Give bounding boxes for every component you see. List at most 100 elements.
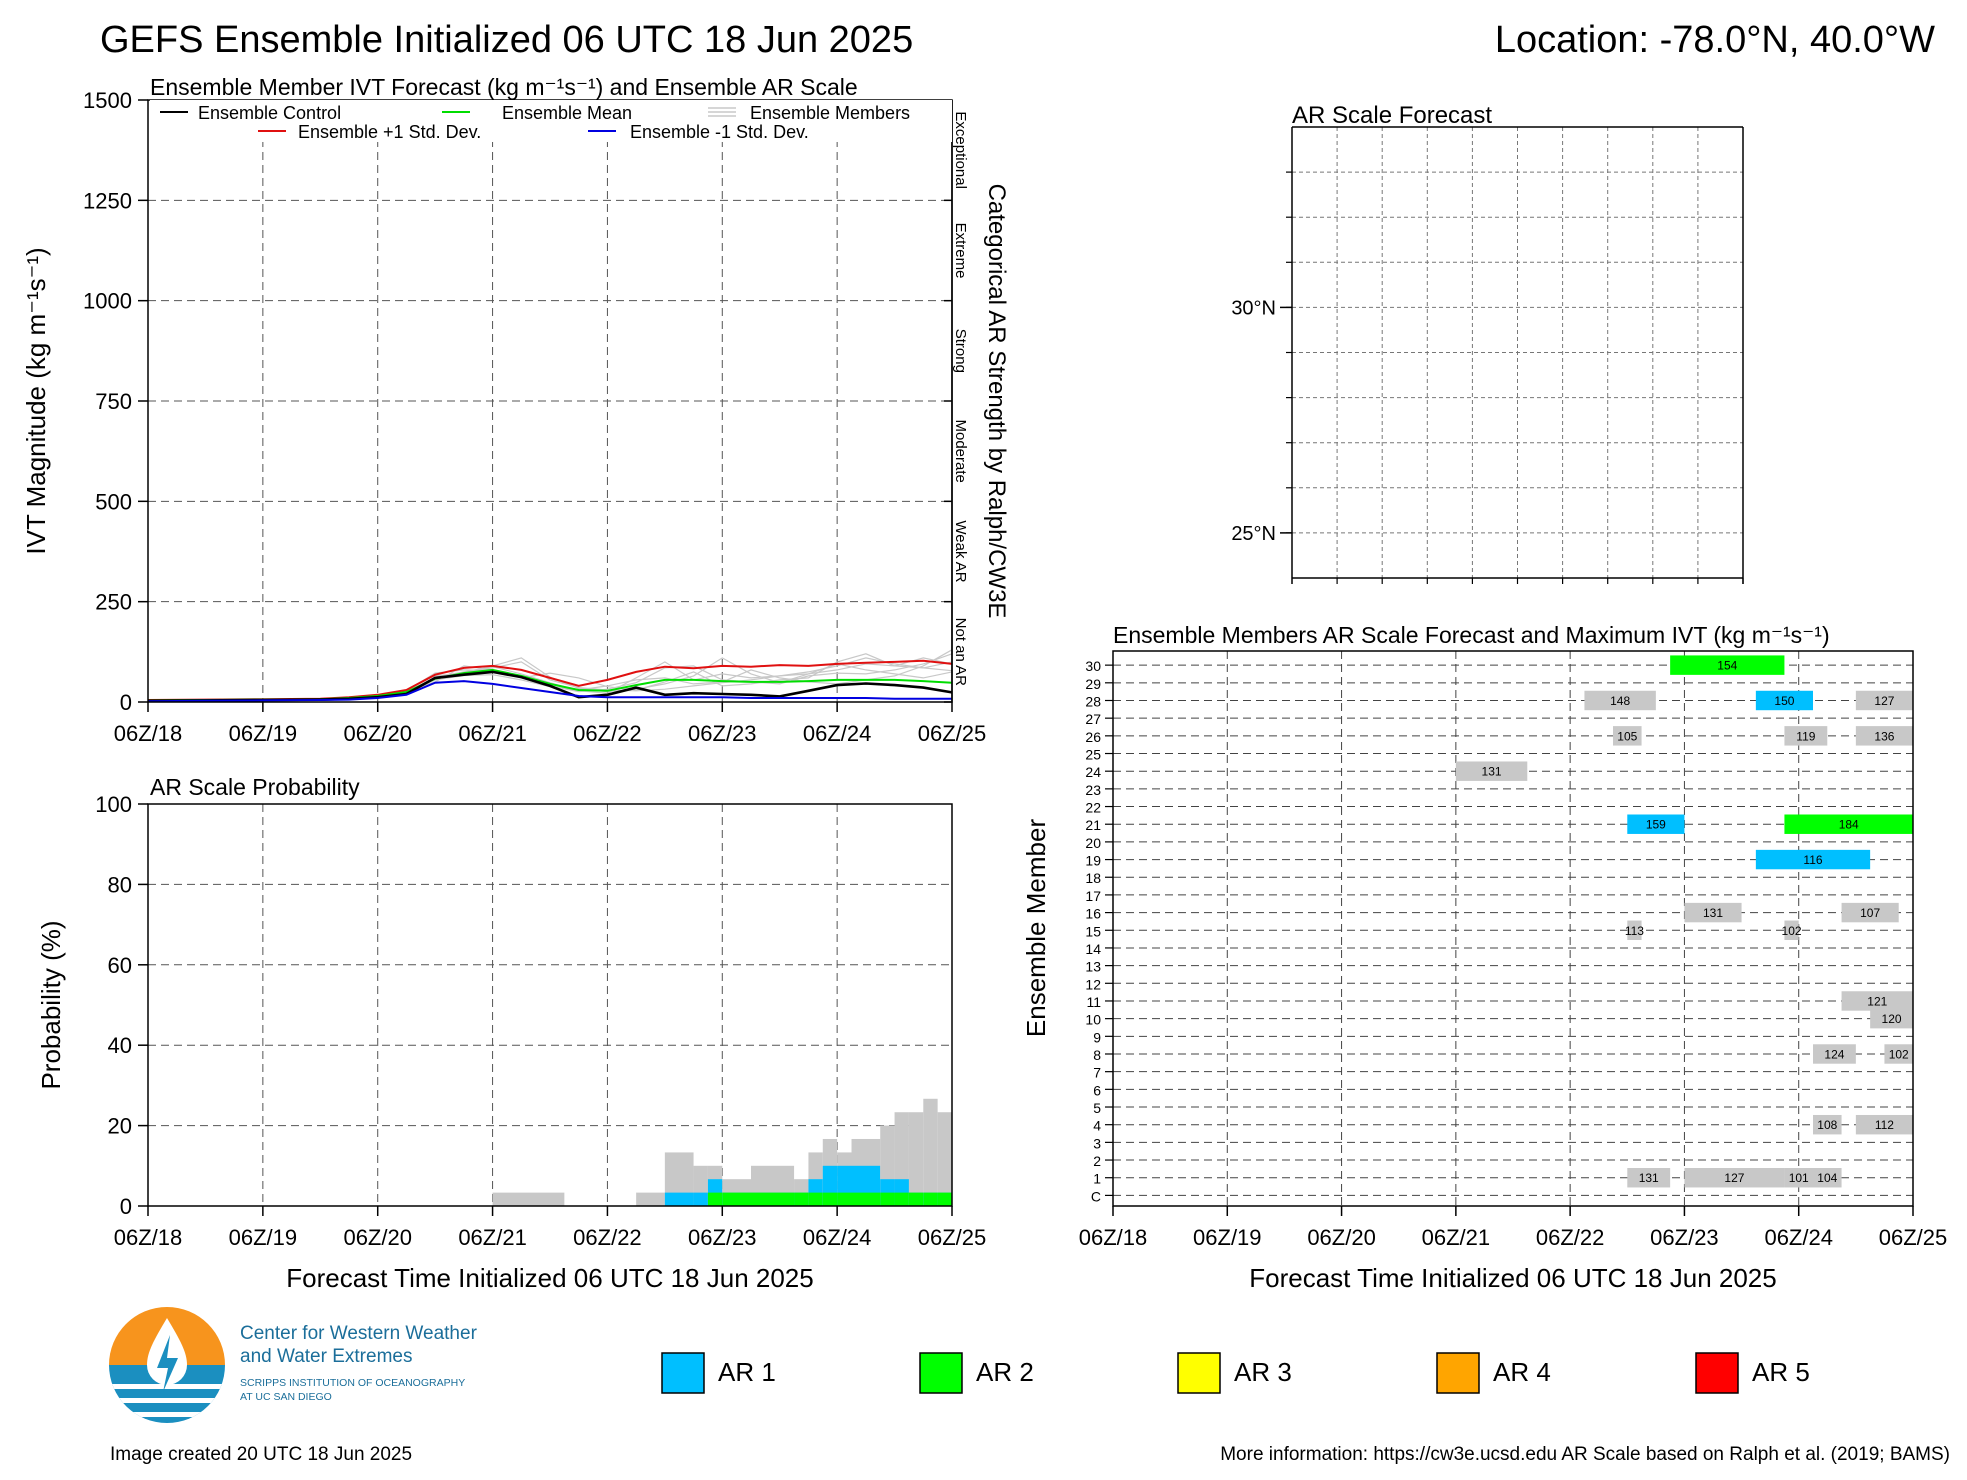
members-y-tick-label: 21 [1085, 817, 1101, 833]
members-segment [1755, 849, 1871, 870]
members-y-tick-label: 14 [1085, 941, 1101, 957]
ivt-y-tick-label: 750 [95, 389, 132, 414]
members-segment [1813, 1044, 1856, 1064]
ivt-summary-lines [147, 659, 953, 703]
ar-legend-swatch [661, 1352, 705, 1394]
map-panel: 30°N 25°N AR Scale Forecast [1231, 102, 1744, 584]
members-segment [1784, 814, 1913, 834]
members-segment [1855, 726, 1913, 746]
members-y-tick-label: 28 [1085, 693, 1101, 709]
ivt-y-tick-label: 1500 [83, 88, 132, 113]
ivt-x-tick-label: 06Z/24 [803, 721, 872, 746]
legend-minus-label: Ensemble -1 Std. Dev. [630, 122, 809, 142]
members-y-tick-label: 8 [1093, 1047, 1101, 1063]
logo-bolt-icon [157, 1335, 178, 1392]
members-segment [1684, 1167, 1785, 1188]
ar-legend-label: AR 1 [718, 1357, 776, 1387]
members-segment-label: 107 [1860, 906, 1880, 920]
members-x-tick-label: 06Z/23 [1650, 1225, 1719, 1250]
ivt-x-tick-label: 06Z/21 [458, 721, 527, 746]
members-segment [1870, 1008, 1913, 1029]
prob-ar1-bar [664, 1192, 694, 1206]
logo-wave-2 [109, 1398, 225, 1403]
ivt-member-lines [147, 649, 953, 702]
members-y-tick-label: C [1091, 1188, 1101, 1204]
members-segment [1684, 902, 1742, 923]
ivt-category-labels: Not an AR Weak AR Moderate Strong Extreme Exc… [944, 100, 969, 703]
ivt-x-tick-label: 06Z/18 [114, 721, 183, 746]
map-y-ticks: 30°N 25°N [1231, 297, 1292, 545]
prob-x-tick-label: 06Z/21 [458, 1225, 527, 1250]
prob-title: AR Scale Probability [150, 774, 360, 800]
prob-grid [148, 804, 952, 1206]
prob-ar2-bar [808, 1192, 823, 1206]
figure-title: GEFS Ensemble Initialized 06 UTC 18 Jun … [100, 19, 913, 61]
ar-legend-swatch [1436, 1352, 1480, 1394]
members-segment [1784, 726, 1828, 746]
members-y-tick-label: 1 [1093, 1171, 1101, 1187]
more-info: More information: https://cw3e.ucsd.edu … [1220, 1444, 1950, 1465]
members-segment-label: 119 [1796, 729, 1815, 743]
members-y-tick-label: 5 [1093, 1100, 1101, 1116]
prob-x-tick-label: 06Z/25 [918, 1225, 987, 1250]
members-segment [1755, 690, 1813, 711]
members-y-tick-label: 20 [1085, 835, 1101, 851]
members-segments: 154 148 150 127 105 119 136 131 159 184 116 131 107 1… [1455, 655, 1913, 1188]
members-y-tick-label: 30 [1085, 658, 1101, 674]
ivt-member-line [147, 661, 953, 702]
legend-plus-label: Ensemble +1 Std. Dev. [298, 122, 481, 142]
members-y-tick-label: 4 [1093, 1118, 1101, 1134]
ivt-control-line [147, 670, 953, 703]
ivt-y-tick-label: 0 [120, 690, 132, 715]
ivt-category-label: Extreme [952, 223, 969, 279]
ivt-category-label: Strong [952, 329, 969, 373]
members-y-tick-label: 3 [1093, 1135, 1101, 1151]
prob-y-tick-label: 100 [95, 792, 132, 817]
created-timestamp: Image created 20 UTC 18 Jun 2025 [110, 1444, 412, 1465]
members-segment [1455, 761, 1528, 781]
prob-x-tick-label: 06Z/19 [229, 1225, 298, 1250]
prob-ar2-bar [923, 1192, 938, 1206]
ar-legend-label: AR 3 [1234, 1357, 1292, 1387]
members-y-tick-label: 25 [1085, 747, 1101, 763]
members-x-tick-label: 06Z/25 [1879, 1225, 1948, 1250]
members-segment-label: 159 [1646, 818, 1666, 832]
prob-bars [492, 1098, 952, 1206]
org-name-line2: and Water Extremes [240, 1346, 412, 1367]
ivt-x-ticks: 06Z/18 06Z/19 06Z/20 06Z/21 06Z/22 06Z/23 06Z/… [114, 702, 986, 746]
members-y-tick-label: 23 [1085, 782, 1101, 798]
members-x-tick-label: 06Z/20 [1307, 1225, 1376, 1250]
members-segment-label: 104 [1817, 1171, 1837, 1185]
members-segment-label: 127 [1874, 694, 1894, 708]
members-y-tick-label: 12 [1085, 976, 1101, 992]
prob-ar1-bar [693, 1192, 708, 1206]
map-y-tick-label: 25°N [1231, 523, 1276, 545]
ar-scale-legend: AR 1 AR 2 AR 3 AR 4 AR 5 [661, 1352, 1810, 1394]
members-segment [1613, 726, 1642, 746]
members-segment [1584, 690, 1656, 711]
prob-x-tick-label: 06Z/20 [343, 1225, 412, 1250]
members-y-tick-label: 17 [1085, 888, 1101, 904]
members-segment [1855, 1114, 1913, 1135]
members-segment-label: 136 [1874, 729, 1894, 743]
members-segment-label: 127 [1724, 1171, 1744, 1185]
ivt-x-tick-label: 06Z/19 [229, 721, 298, 746]
members-segment-label: 113 [1625, 924, 1644, 938]
members-segment-label: 131 [1639, 1171, 1659, 1185]
members-segment-label: 121 [1867, 994, 1887, 1008]
prob-any-bar [908, 1112, 924, 1206]
members-segment [1670, 655, 1785, 675]
legend-members-label: Ensemble Members [750, 103, 910, 123]
prob-ar2-bar [937, 1192, 952, 1206]
members-segment [1884, 1044, 1913, 1064]
members-plot-frame [1112, 650, 1914, 1207]
members-xlabel: Forecast Time Initialized 06 UTC 18 Jun … [1249, 1263, 1776, 1293]
members-ylabel: Ensemble Member [1021, 819, 1051, 1038]
members-segment [1627, 1167, 1671, 1188]
ar-legend-label: AR 5 [1752, 1357, 1810, 1387]
members-segment-label: 154 [1717, 659, 1737, 673]
map-grid [1286, 126, 1744, 584]
members-y-tick-label: 26 [1085, 729, 1101, 745]
prob-ar2-bar [851, 1192, 881, 1206]
members-segment-label: 108 [1817, 1118, 1837, 1132]
